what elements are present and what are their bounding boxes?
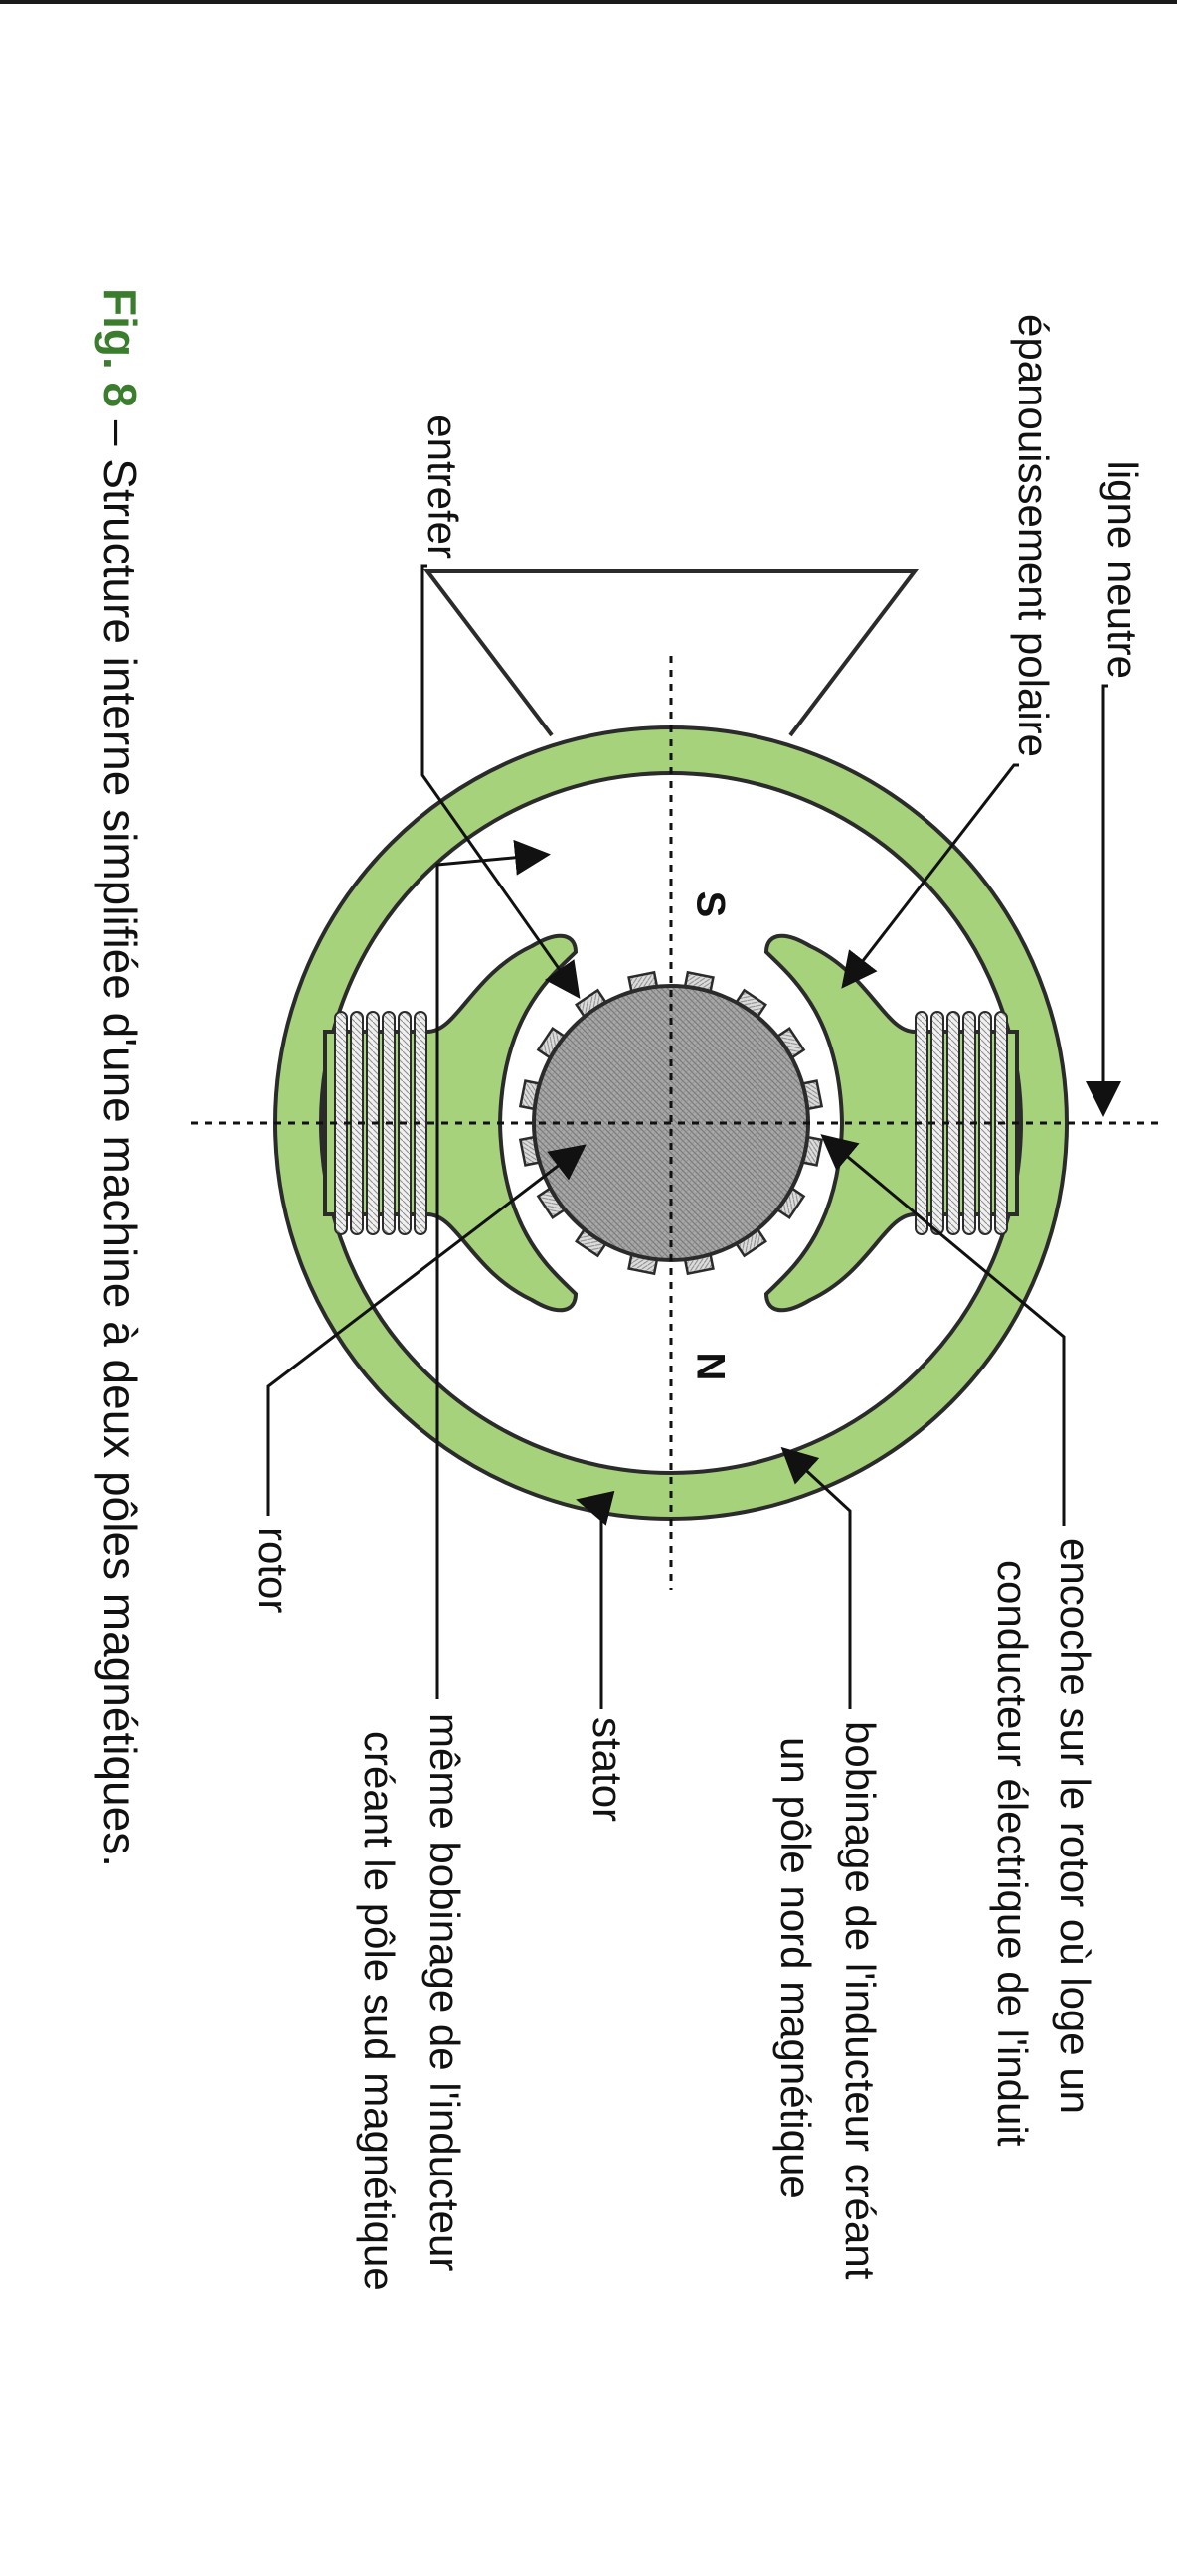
scan-border: [0, 0, 1177, 4]
support-base: [422, 569, 920, 737]
machine: [184, 569, 1158, 1590]
pole-letter-s: S: [688, 891, 732, 918]
label-stator: stator: [585, 1717, 631, 1822]
leader-lines: [266, 564, 1121, 1709]
pole-letter-n: N: [688, 1353, 732, 1381]
leader-bobinage-sud: [435, 839, 551, 1699]
caption-fig-number: Fig. 8: [94, 288, 146, 407]
leader-epanouissement: [841, 763, 1019, 989]
leader-bobinage-nord: [780, 1446, 852, 1709]
leader-entrefer: [420, 564, 581, 999]
label-bobinage-nord-line1: bobinage de l'inducteur créant: [837, 1721, 884, 2280]
leader-rotor: [266, 1144, 587, 1516]
label-encoche-line2: conducteur électrique de l'induit: [989, 1560, 1036, 2147]
label-rotor: rotor: [251, 1528, 297, 1613]
label-entrefer: entrefer: [420, 414, 466, 559]
leader-ligne-neutre: [1086, 684, 1121, 1117]
label-epanouissement: épanouissement polaire: [1010, 314, 1057, 757]
label-bobinage-nord-line2: un pôle nord magnétique: [772, 1737, 819, 2199]
label-ligne-neutre: ligne neutre: [1099, 461, 1146, 680]
labels: ligne neutre épanouissement polaire entr…: [251, 314, 1146, 2291]
label-encoche-line1: encoche sur le rotor où loge un: [1052, 1538, 1098, 2114]
figure-caption: Fig. 8 – Structure interne simplifiée d'…: [94, 288, 146, 1867]
leader-stator: [576, 1490, 615, 1709]
caption-text: – Structure interne simplifiée d'une mac…: [94, 407, 146, 1867]
label-bobinage-sud-line1: même bobinage de l'inducteur: [421, 1713, 468, 2271]
leader-encoche: [820, 1134, 1066, 1526]
label-bobinage-sud-line2: créant le pôle sud magnétique: [356, 1731, 403, 2291]
